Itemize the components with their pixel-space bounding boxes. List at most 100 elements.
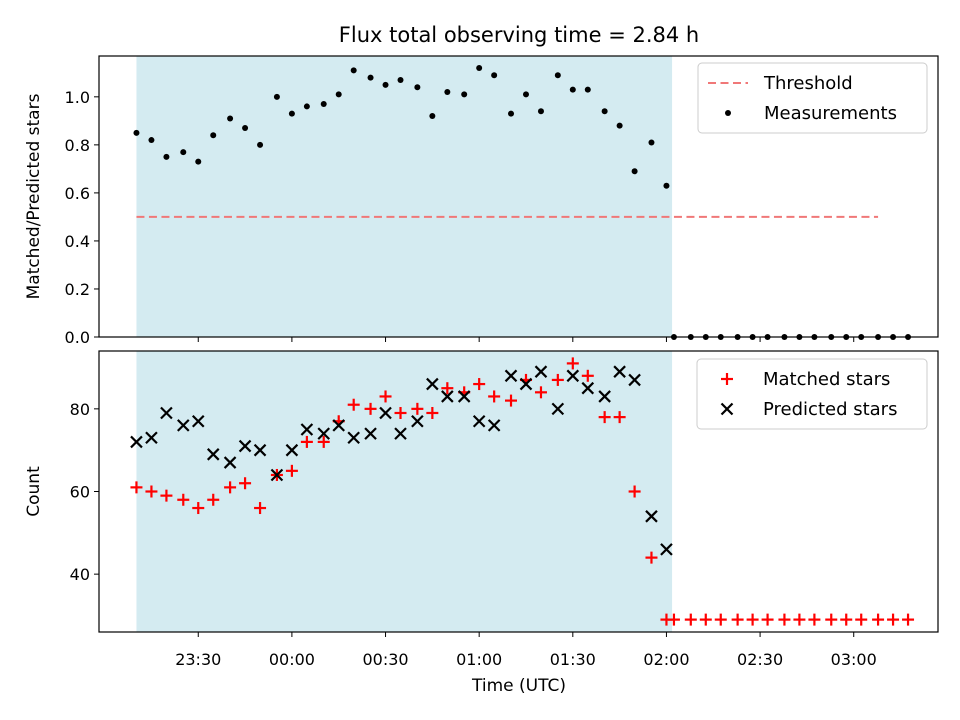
- matched-stars-point: [534, 386, 547, 399]
- predicted-stars-point: [441, 390, 454, 403]
- predicted-stars-point-b: [581, 381, 595, 395]
- bottom-panel-count: 40 60 80 Count Matched stars Predicted stars: [24, 350, 939, 637]
- y-tick-label: 0.8: [65, 136, 90, 155]
- matched-stars-point: [285, 464, 298, 477]
- y-tick-label: 0.2: [65, 280, 90, 299]
- predicted-stars-point-b: [176, 419, 190, 432]
- legend-box: [697, 62, 928, 134]
- matched-stars-point: [746, 613, 759, 626]
- predicted-stars-point: [206, 448, 220, 461]
- predicted-stars-point-b: [160, 406, 173, 420]
- legend-matched-stars-swatch: [721, 373, 733, 385]
- predicted-stars-point: [566, 369, 580, 383]
- measurements-point: [210, 132, 217, 139]
- measurements-point: [508, 110, 515, 117]
- measurements-point: [584, 86, 591, 93]
- legend: Matched stars Predicted stars: [696, 358, 928, 430]
- predicted-stars-point: [457, 390, 471, 403]
- chart-title: Flux total observing time = 2.84 h: [339, 23, 699, 47]
- predicted-stars-point: [130, 435, 143, 449]
- matched-stars-point: [808, 613, 821, 626]
- matched-stars-point: [411, 402, 424, 415]
- matched-stars-point: [192, 502, 205, 515]
- matched-stars-point: [667, 613, 680, 626]
- matched-stars-point: [473, 378, 486, 391]
- x-tick-label: 23:30: [175, 650, 221, 669]
- predicted-stars-point: [300, 423, 314, 436]
- matched-stars-point: [207, 493, 220, 506]
- predicted-stars-point-b: [441, 390, 454, 403]
- matched-stars-point: [628, 485, 641, 498]
- predicted-stars-point-b: [519, 377, 533, 391]
- y-tick-label: 1.0: [65, 88, 90, 107]
- matched-stars-point: [581, 369, 594, 382]
- top-panel-ratio: 0.0 0.2 0.4 0.6 0.8 1.0 Matched/Predicted star…: [24, 55, 939, 347]
- measurements-point: [631, 168, 638, 175]
- predicted-stars-point: [519, 377, 533, 391]
- predicted-stars-point-b: [472, 414, 486, 428]
- measurements-point: [382, 81, 389, 88]
- legend-threshold-label: Threshold: [763, 73, 853, 94]
- measurements-point: [163, 153, 170, 160]
- predicted-stars-point: [238, 439, 252, 453]
- predicted-stars-point: [472, 414, 486, 428]
- predicted-stars-point: [645, 510, 658, 523]
- predicted-stars-point-b: [317, 427, 331, 440]
- y-axis-label: Matched/Predicted stars: [24, 93, 44, 299]
- predicted-stars-point-b: [566, 369, 580, 383]
- matched-stars-point: [887, 613, 900, 626]
- predicted-stars-point-b: [223, 456, 237, 469]
- predicted-stars-point-b: [534, 365, 548, 378]
- predicted-stars-point: [176, 419, 190, 432]
- measurements-point: [133, 129, 140, 136]
- predicted-stars-point-b: [457, 390, 471, 403]
- predicted-stars-point-b: [130, 435, 143, 449]
- y-tick-label: 40: [70, 565, 90, 584]
- measurements-point: [397, 77, 404, 84]
- x-tick-label: 02:00: [643, 650, 689, 669]
- predicted-stars-point: [628, 373, 641, 387]
- measurements-point: [227, 115, 234, 122]
- matched-stars-point: [566, 357, 579, 370]
- predicted-stars-point-b: [238, 439, 252, 453]
- matched-stars-point: [239, 477, 252, 490]
- x-tick-label: 01:30: [550, 650, 596, 669]
- predicted-stars-point: [223, 456, 237, 469]
- predicted-stars-point-b: [645, 510, 658, 523]
- y-tick-label: 80: [70, 400, 90, 419]
- measurements-point: [491, 72, 498, 79]
- matched-stars-point: [317, 435, 330, 448]
- measurements-point: [273, 93, 280, 100]
- y-tick-label: 0.0: [65, 328, 90, 347]
- predicted-stars-point: [394, 427, 407, 440]
- predicted-stars-point-b: [285, 443, 299, 457]
- matched-stars-point: [300, 435, 313, 448]
- matched-stars-point: [224, 481, 237, 494]
- predicted-stars-point: [160, 406, 173, 420]
- matched-stars-point: [840, 613, 853, 626]
- predicted-stars-point: [317, 427, 331, 440]
- y-tick-label: 0.4: [65, 232, 90, 251]
- predicted-stars-point-b: [379, 406, 392, 420]
- x-tick-label: 00:00: [269, 650, 315, 669]
- matched-stars-point: [160, 489, 173, 502]
- measurements-point: [616, 122, 623, 129]
- predicted-stars-point: [487, 419, 501, 432]
- matched-stars-point: [130, 481, 143, 494]
- predicted-stars-point: [145, 431, 158, 445]
- predicted-stars-point: [270, 468, 284, 482]
- matched-stars-point: [761, 613, 774, 626]
- observing-window-shade: [136, 351, 673, 632]
- measurements-point: [257, 141, 264, 148]
- predicted-stars-point: [253, 443, 267, 457]
- matched-stars-point: [505, 394, 518, 407]
- matched-stars-point: [379, 390, 392, 403]
- predicted-stars-point-b: [332, 419, 345, 432]
- predicted-stars-point: [379, 406, 392, 420]
- measurements-point: [350, 67, 357, 74]
- predicted-stars-point: [534, 365, 548, 378]
- predicted-stars-point-b: [394, 427, 407, 440]
- measurements-point: [537, 108, 544, 115]
- y-axis-label: Count: [24, 466, 44, 517]
